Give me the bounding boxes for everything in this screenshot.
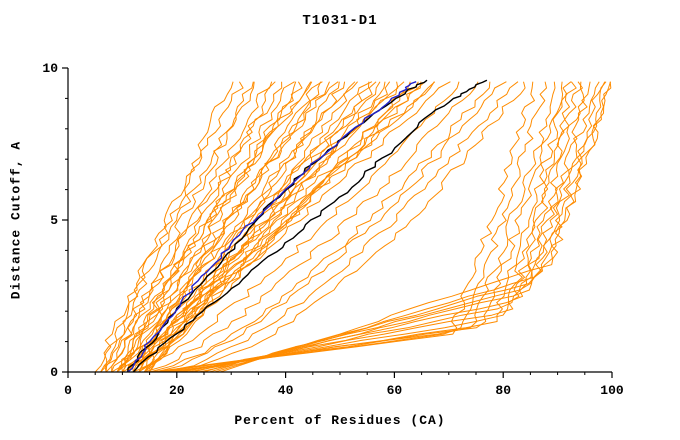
svg-text:80: 80 <box>495 383 511 398</box>
svg-text:20: 20 <box>169 383 185 398</box>
svg-text:0: 0 <box>50 365 58 380</box>
curves-layer <box>94 79 612 373</box>
chart-title: T1031-D1 <box>302 13 378 29</box>
axes-layer <box>62 67 613 378</box>
svg-text:100: 100 <box>600 383 624 398</box>
svg-text:10: 10 <box>42 61 58 76</box>
svg-text:60: 60 <box>387 383 403 398</box>
tick-labels-layer: 0 20 40 60 80 100 0 5 10 <box>42 61 624 398</box>
svg-text:0: 0 <box>64 383 72 398</box>
svg-text:40: 40 <box>278 383 294 398</box>
x-axis-label: Percent of Residues (CA) <box>234 413 446 428</box>
svg-text:5: 5 <box>50 213 58 228</box>
